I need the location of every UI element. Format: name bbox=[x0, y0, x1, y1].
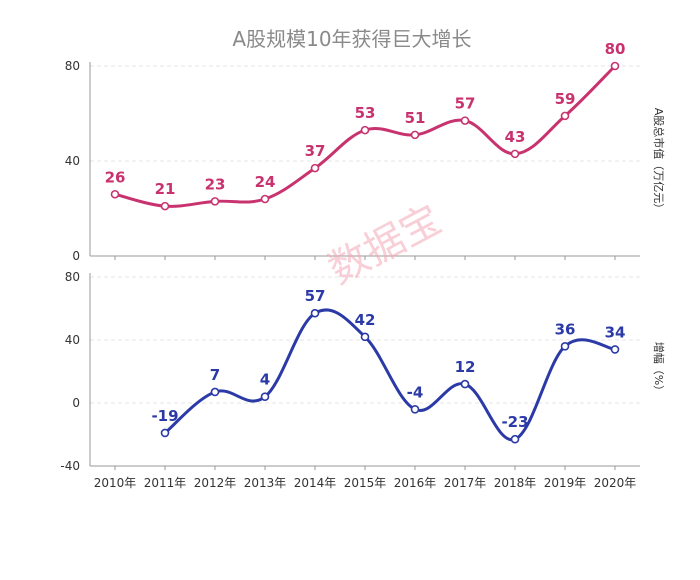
top-data-label: 26 bbox=[105, 168, 126, 186]
bottom-data-point bbox=[560, 341, 570, 351]
x-tick-label: 2012年 bbox=[194, 476, 237, 490]
top-data-point bbox=[160, 201, 170, 211]
top-data-label: 51 bbox=[405, 109, 426, 127]
bottom-data-label: -23 bbox=[501, 413, 528, 431]
top-data-label: 80 bbox=[605, 40, 626, 58]
bottom-data-label: 36 bbox=[555, 320, 576, 338]
watermark: 数据宝 bbox=[321, 197, 449, 294]
top-data-label: 57 bbox=[455, 95, 476, 113]
x-tick-label: 2019年 bbox=[544, 476, 587, 490]
top-data-point bbox=[110, 189, 120, 199]
top-data-point bbox=[360, 125, 370, 135]
top-y-tick-label: 80 bbox=[65, 59, 80, 73]
chart-title: A股规模10年获得巨大增长 bbox=[232, 27, 471, 51]
bottom-data-point bbox=[310, 308, 320, 318]
x-tick-label: 2010年 bbox=[94, 476, 137, 490]
top-data-label: 43 bbox=[505, 128, 526, 146]
top-data-point bbox=[410, 130, 420, 140]
top-data-label: 24 bbox=[255, 173, 276, 191]
bottom-data-label: 7 bbox=[210, 366, 220, 384]
top-y-tick-label: 40 bbox=[65, 154, 80, 168]
top-data-point bbox=[210, 197, 220, 206]
bottom-chart: -40 0 40 80 2010年 2011年 2012年 2013年 2014年 2015年 20… bbox=[60, 270, 666, 490]
bottom-y-tick-label: 40 bbox=[65, 333, 80, 347]
top-chart: 0 40 80 A股总市值（万亿元） 26 21 23 24 37 53 51 57 43 59 80 bbox=[65, 40, 666, 263]
top-y-axis-label: A股总市值（万亿元） bbox=[652, 108, 666, 215]
top-data-label: 37 bbox=[305, 142, 326, 160]
bottom-data-point bbox=[610, 345, 620, 354]
bottom-data-label: 57 bbox=[305, 287, 326, 305]
bottom-data-point bbox=[460, 379, 470, 389]
bottom-series-line bbox=[163, 308, 617, 441]
top-series-line bbox=[113, 64, 617, 208]
bottom-y-tick-label: 80 bbox=[65, 270, 80, 284]
top-data-point bbox=[510, 149, 520, 159]
top-data-point bbox=[560, 111, 570, 121]
bottom-y-axis-label: 增幅（%） bbox=[652, 342, 666, 396]
top-y-tick-label: 0 bbox=[72, 249, 80, 263]
bottom-data-label: 4 bbox=[260, 371, 270, 389]
top-data-label: 21 bbox=[155, 180, 176, 198]
top-data-label: 23 bbox=[205, 175, 226, 193]
bottom-data-label: 42 bbox=[355, 311, 376, 329]
bottom-data-point bbox=[260, 392, 270, 402]
x-tick-label: 2018年 bbox=[494, 476, 537, 490]
bottom-data-point bbox=[410, 404, 420, 414]
x-tick-label: 2017年 bbox=[444, 476, 487, 490]
x-tick-label: 2020年 bbox=[594, 476, 637, 490]
bottom-data-point bbox=[210, 387, 220, 397]
top-data-point bbox=[460, 116, 470, 125]
bottom-y-tick-label: -40 bbox=[60, 459, 80, 473]
bottom-data-label: -4 bbox=[407, 383, 424, 401]
bottom-data-label: 34 bbox=[605, 323, 626, 341]
bottom-data-point bbox=[360, 332, 370, 342]
x-tick-label: 2016年 bbox=[394, 476, 437, 490]
x-tick-label: 2014年 bbox=[294, 476, 337, 490]
x-tick-label: 2015年 bbox=[344, 476, 387, 490]
top-data-label: 53 bbox=[355, 104, 376, 122]
top-data-point bbox=[310, 163, 320, 173]
top-data-point bbox=[610, 61, 620, 71]
bottom-data-point bbox=[160, 428, 170, 438]
x-tick-label: 2013年 bbox=[244, 476, 287, 490]
top-data-label: 59 bbox=[555, 90, 576, 108]
bottom-data-label: 12 bbox=[455, 358, 476, 376]
bottom-data-label: -19 bbox=[151, 407, 178, 425]
bottom-data-point bbox=[510, 434, 520, 444]
top-data-point bbox=[260, 194, 270, 204]
bottom-y-tick-label: 0 bbox=[72, 396, 80, 410]
x-tick-label: 2011年 bbox=[144, 476, 187, 490]
